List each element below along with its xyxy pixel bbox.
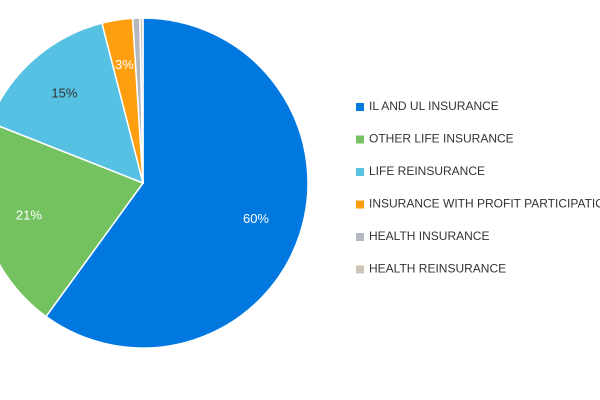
- pie-slice-other-life-insurance: [0, 125, 145, 318]
- pie-slice-life-reinsurance: [0, 22, 145, 185]
- pie-slice-value-il-and-ul-insurance: 60%: [243, 211, 269, 226]
- legend-swatch-il-and-ul-insurance: [356, 103, 364, 111]
- pie-slice-il-and-ul-insurance: [44, 17, 309, 349]
- legend-swatch-life-reinsurance: [356, 168, 364, 176]
- legend-label-other-life-insurance: OTHER LIFE INSURANCE: [369, 132, 514, 146]
- pie-slice-value-other-life-insurance: 21%: [16, 208, 42, 223]
- legend-swatch-insurance-with-profit-participation: [356, 200, 364, 209]
- pie-slice-value-insurance-with-profit-participation: 3%: [115, 57, 134, 72]
- legend-swatch-health-reinsurance: [356, 265, 364, 274]
- legend-swatch-other-life-insurance: [356, 135, 364, 144]
- legend-label-il-and-ul-insurance: IL AND UL INSURANCE: [369, 99, 499, 113]
- legend-label-insurance-with-profit-participation: INSURANCE WITH PROFIT PARTICIPATION: [369, 197, 600, 211]
- legend-label-health-insurance: HEALTH INSURANCE: [369, 229, 489, 243]
- legend-swatch-health-insurance: [356, 233, 364, 241]
- pie-slice-health-reinsurance: [139, 17, 144, 184]
- pie-slices: [0, 17, 309, 349]
- pie-slice-value-life-reinsurance: 15%: [51, 85, 77, 100]
- legend: IL AND UL INSURANCE OTHER LIFE INSURANCE L…: [356, 99, 600, 276]
- legend-label-health-reinsurance: HEALTH REINSURANCE: [369, 262, 506, 276]
- legend-label-life-reinsurance: LIFE REINSURANCE: [369, 164, 485, 178]
- pie-slice-labels: 60% 21% 15% 3%: [16, 57, 270, 226]
